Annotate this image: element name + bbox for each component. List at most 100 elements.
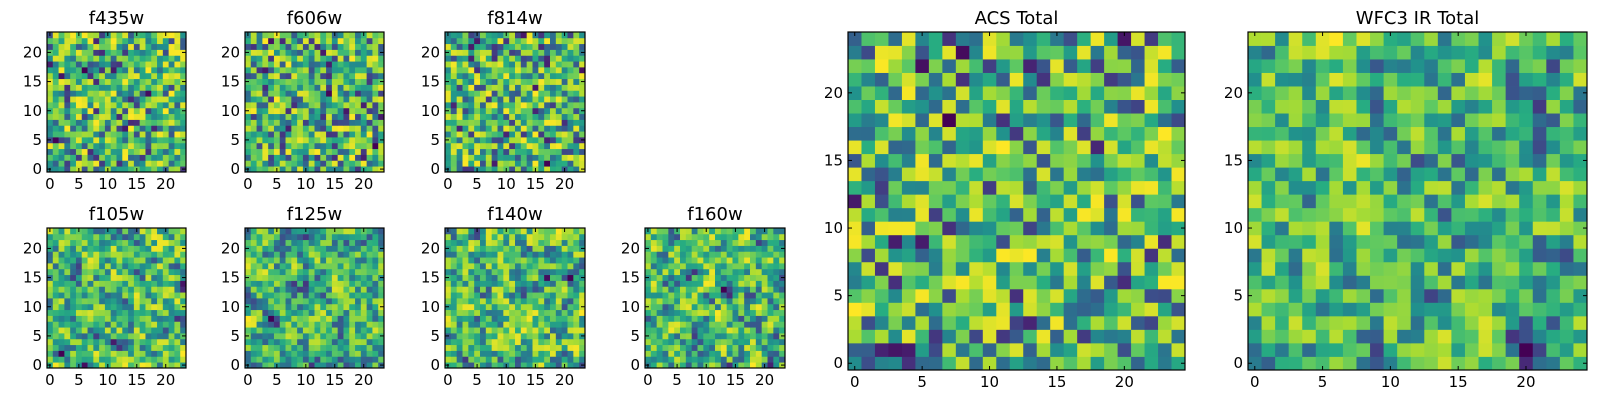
heatmap-cell (75, 72, 83, 80)
heatmap-cell (474, 67, 481, 74)
heatmap-cell (139, 137, 146, 144)
heatmap-cell (982, 72, 997, 87)
heatmap-cell (99, 49, 106, 56)
heatmap-cell (544, 32, 551, 39)
heatmap-cell (480, 113, 487, 120)
heatmap-cell (1410, 356, 1425, 371)
heatmap-cell (145, 113, 152, 120)
heatmap-cell (250, 268, 257, 276)
heatmap-cell (709, 228, 716, 235)
heatmap-cell (462, 96, 469, 103)
heatmap-cell (279, 327, 286, 334)
heatmap-cell (162, 321, 170, 328)
heatmap-cell (337, 257, 344, 264)
heatmap-cell (555, 32, 563, 39)
heatmap-cell (180, 251, 187, 258)
heatmap-cell (1117, 113, 1132, 128)
heatmap-cell (462, 125, 469, 132)
heatmap-cell (81, 298, 88, 305)
heatmap-cell (279, 137, 286, 144)
heatmap-cell (81, 78, 88, 85)
heatmap-cell (1036, 234, 1051, 249)
heatmap-cell (87, 327, 94, 334)
heatmap-cell (509, 350, 516, 357)
heatmap-cell (720, 280, 728, 287)
heatmap-cell (567, 67, 574, 74)
heatmap-cell (256, 286, 263, 293)
heatmap-cell (58, 338, 65, 346)
heatmap-cell (942, 59, 957, 73)
heatmap-cell (47, 61, 54, 68)
heatmap-cell (491, 356, 498, 363)
heatmap-cell (174, 72, 181, 80)
heatmap-cell (555, 333, 563, 340)
heatmap-cell (93, 228, 100, 235)
heatmap-cell (662, 239, 669, 246)
heatmap-cell (256, 137, 263, 144)
heatmap-cell (285, 131, 292, 138)
heatmap-cell (744, 292, 751, 299)
heatmap-cell (928, 275, 943, 290)
heatmap-cell (355, 67, 362, 74)
heatmap-cell (314, 67, 321, 74)
heatmap-cell (550, 268, 557, 276)
heatmap-cell (337, 292, 344, 299)
heatmap-cell (579, 298, 586, 305)
heatmap-cell (1063, 356, 1078, 371)
heatmap-cell (320, 333, 327, 340)
heatmap-cell (70, 166, 77, 173)
heatmap-cell (532, 338, 539, 346)
heatmap-cell (1356, 329, 1371, 344)
heatmap-cell (151, 96, 158, 103)
heatmap-cell (526, 263, 533, 270)
heatmap-cell (297, 55, 304, 62)
heatmap-cell (75, 102, 83, 109)
heatmap-cell (732, 327, 739, 334)
heatmap-cell (726, 333, 733, 340)
heatmap-cell (256, 233, 263, 241)
heatmap-cell (450, 321, 458, 328)
heatmap-cell (532, 257, 539, 264)
heatmap-cell (75, 298, 83, 305)
heatmap-cell (87, 338, 94, 346)
heatmap-cell (538, 32, 545, 39)
heatmap-cell (75, 286, 83, 293)
heatmap-cell (302, 72, 310, 80)
heatmap-cell (526, 333, 533, 340)
heatmap-cell (515, 119, 522, 126)
heatmap-cell (291, 292, 298, 299)
heatmap-cell (326, 67, 333, 74)
heatmap-cell (874, 329, 889, 344)
heatmap-cell (1090, 126, 1105, 141)
heatmap-cell (285, 43, 292, 50)
heatmap-cell (680, 321, 687, 328)
heatmap-cell (538, 292, 545, 299)
heatmap-cell (732, 303, 739, 311)
heatmap-cell (955, 113, 970, 128)
heatmap-cell (302, 257, 310, 264)
heatmap-cell (268, 309, 275, 316)
heatmap-cell (245, 148, 252, 155)
heatmap-cell (561, 113, 568, 120)
heatmap-cell (720, 251, 728, 258)
heatmap-cell (337, 96, 344, 103)
heatmap-cell (685, 292, 693, 299)
heatmap-cell (360, 96, 368, 103)
heatmap-cell (145, 309, 152, 316)
heatmap-cell (1505, 356, 1520, 371)
heatmap-cell (75, 96, 83, 103)
heatmap-cell (685, 303, 693, 311)
heatmap-cell (99, 160, 106, 167)
heatmap-cell (133, 84, 141, 91)
heatmap-cell (122, 55, 129, 62)
heatmap-cell (1144, 302, 1159, 317)
heatmap-cell (245, 55, 252, 62)
heatmap-cell (302, 321, 310, 328)
heatmap-cell (168, 303, 175, 311)
heatmap-cell (750, 362, 757, 369)
heatmap-cell (162, 137, 170, 144)
heatmap-cell (901, 140, 916, 155)
heatmap-cell (122, 166, 129, 173)
heatmap-cell (561, 119, 568, 126)
heatmap-cell (87, 356, 94, 363)
